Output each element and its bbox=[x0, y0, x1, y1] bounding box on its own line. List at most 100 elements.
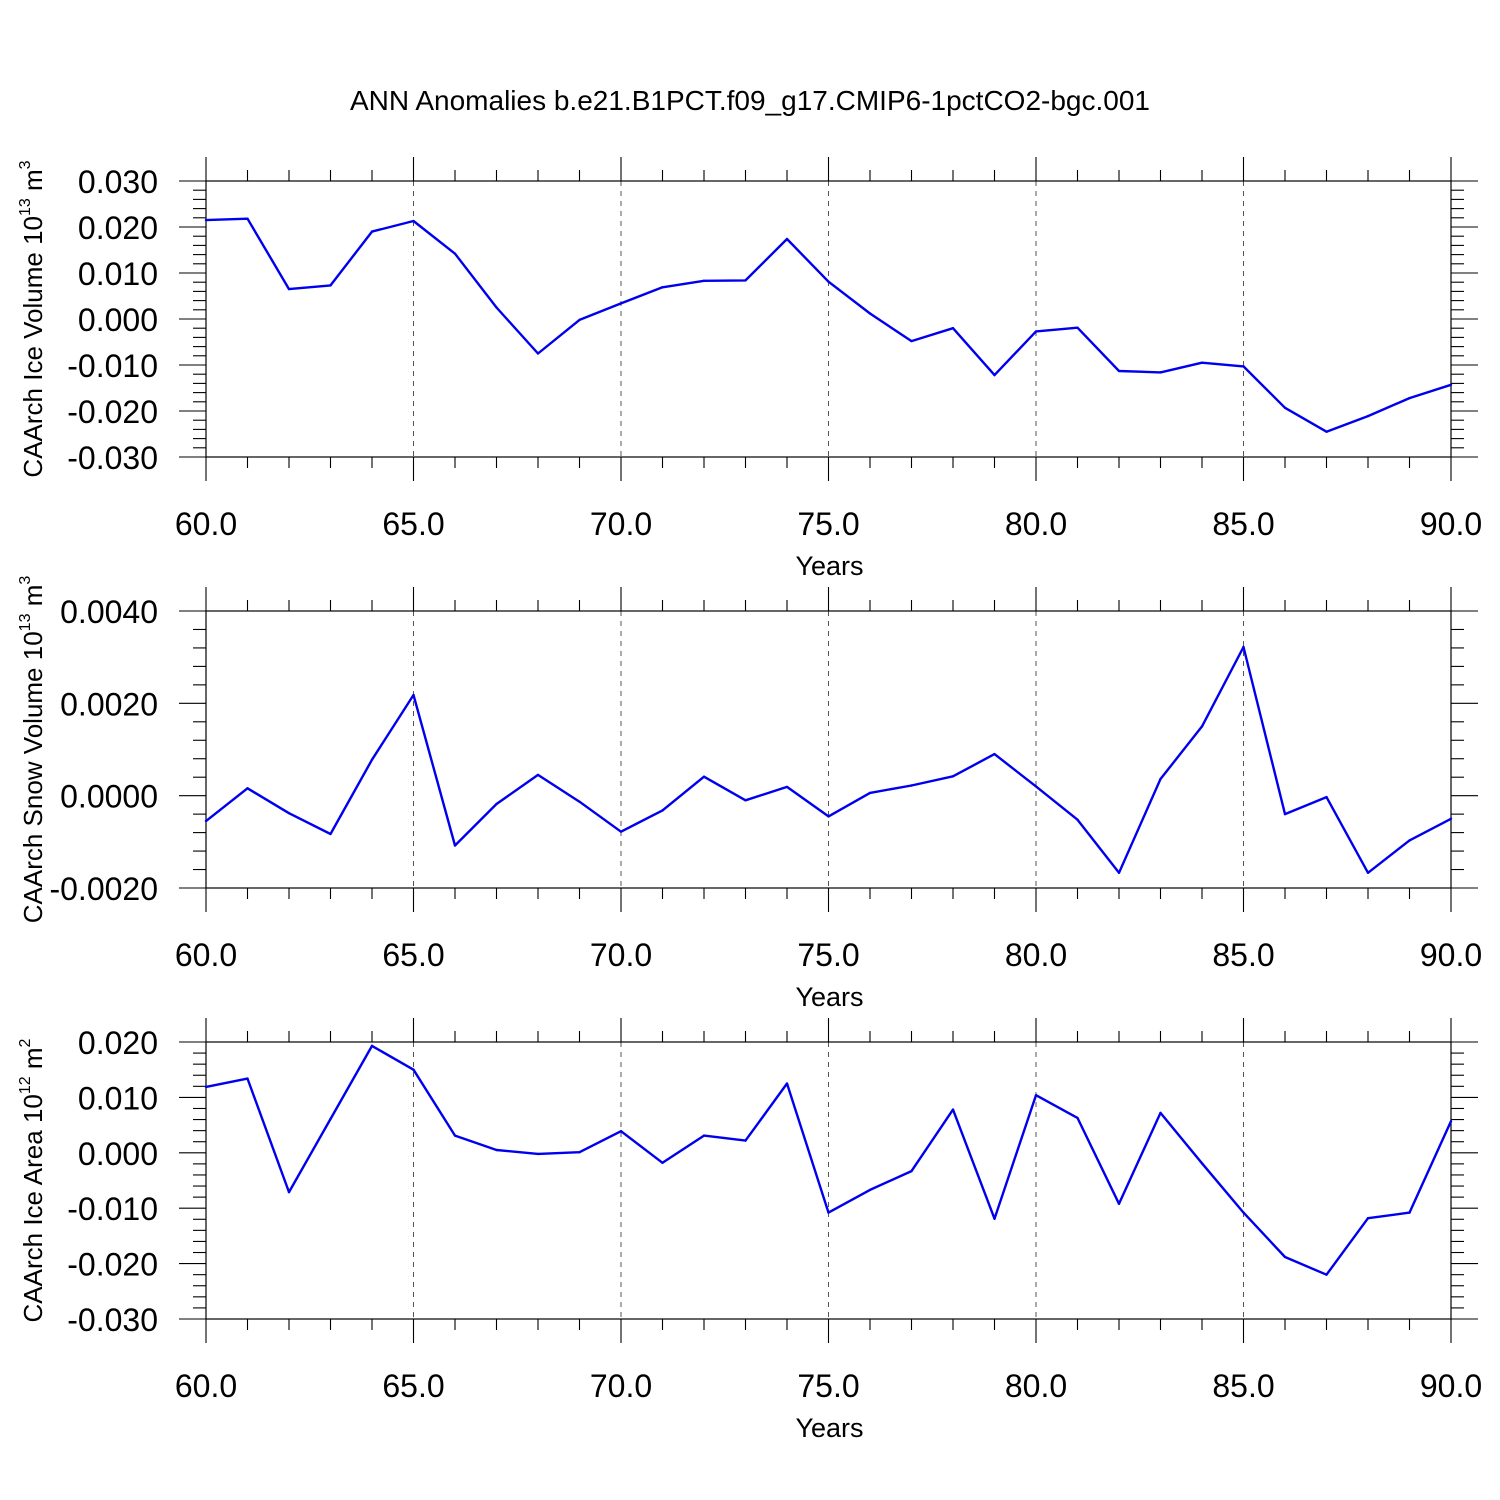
data-point bbox=[536, 773, 540, 777]
y-label-unit: m bbox=[18, 1047, 48, 1076]
data-point bbox=[993, 752, 996, 756]
x-tick-label: 80.0 bbox=[1005, 1368, 1067, 1404]
data-point bbox=[702, 279, 706, 283]
x-tick-label: 60.0 bbox=[175, 1368, 237, 1404]
data-point bbox=[287, 1190, 291, 1194]
x-tick-label: 80.0 bbox=[1005, 506, 1067, 542]
x-tick-label: 65.0 bbox=[382, 937, 444, 973]
data-point bbox=[536, 1152, 540, 1156]
data-point bbox=[951, 327, 955, 330]
data-point bbox=[1076, 818, 1079, 821]
data-point bbox=[1366, 414, 1370, 418]
y-label-unit-exponent: 3 bbox=[17, 576, 34, 585]
y-label-exponent: 12 bbox=[17, 1076, 34, 1094]
data-point bbox=[868, 312, 872, 315]
y-tick-label: 0.0040 bbox=[60, 594, 158, 630]
data-point bbox=[1242, 1211, 1245, 1214]
x-tick-label: 85.0 bbox=[1212, 1368, 1274, 1404]
x-tick-label: 60.0 bbox=[175, 506, 237, 542]
y-label-main: CAArch Ice Area 10 bbox=[18, 1094, 48, 1322]
y-tick-label: -0.010 bbox=[67, 348, 158, 384]
y-tick-label: -0.0020 bbox=[49, 871, 158, 907]
data-point bbox=[204, 218, 208, 222]
panels: 60.0 65.0 70.0 75.0 80.0 85.0 90.0 0.030 0.020 0.… bbox=[17, 157, 1482, 1443]
data-point bbox=[868, 1188, 872, 1192]
data-point bbox=[1283, 1255, 1287, 1259]
data-point bbox=[744, 799, 747, 802]
data-point bbox=[1034, 1093, 1038, 1097]
data-point bbox=[1242, 645, 1245, 649]
data-point bbox=[495, 1148, 498, 1152]
data-point bbox=[453, 1134, 457, 1137]
data-point bbox=[1449, 817, 1453, 820]
data-point bbox=[661, 1161, 664, 1164]
data-point bbox=[1366, 871, 1370, 874]
data-point bbox=[910, 339, 913, 343]
x-tick-label: 70.0 bbox=[590, 1368, 652, 1404]
data-point bbox=[412, 1068, 415, 1071]
x-tick-label: 75.0 bbox=[797, 937, 859, 973]
y-tick-label: 0.0020 bbox=[60, 686, 158, 722]
y-label-exponent: 13 bbox=[17, 198, 34, 216]
y-label-exponent: 13 bbox=[17, 613, 34, 631]
data-point bbox=[993, 373, 996, 377]
y-label-unit-exponent: 3 bbox=[17, 160, 34, 169]
y-tick-label: -0.030 bbox=[67, 1302, 158, 1338]
data-point bbox=[868, 791, 872, 795]
x-tick-label: 75.0 bbox=[797, 1368, 859, 1404]
data-point bbox=[993, 1217, 996, 1220]
data-point bbox=[370, 758, 374, 761]
x-tick-label: 70.0 bbox=[590, 937, 652, 973]
data-point bbox=[329, 1117, 332, 1121]
data-point bbox=[744, 279, 747, 282]
data-point bbox=[287, 287, 291, 291]
data-point bbox=[495, 802, 498, 806]
data-point bbox=[1283, 812, 1287, 816]
data-point bbox=[1076, 326, 1079, 329]
panel-3: 60.0 65.0 70.0 75.0 80.0 85.0 90.0 0.020 0.010 0.… bbox=[17, 1018, 1482, 1443]
data-point bbox=[827, 280, 830, 283]
y-tick-label: -0.020 bbox=[67, 1247, 158, 1283]
data-point bbox=[827, 815, 830, 818]
y-tick-label: 0.000 bbox=[78, 302, 158, 338]
data-point bbox=[329, 832, 332, 836]
data-point bbox=[412, 219, 415, 223]
y-label-main: CAArch Snow Volume 10 bbox=[18, 631, 48, 923]
data-point bbox=[661, 286, 664, 289]
x-axis-label: Years bbox=[795, 551, 863, 581]
y-tick-label: -0.020 bbox=[67, 394, 158, 430]
data-point bbox=[1366, 1216, 1370, 1220]
data-point bbox=[453, 844, 457, 847]
data-point bbox=[951, 1108, 955, 1111]
x-tick-label: 80.0 bbox=[1005, 937, 1067, 973]
data-point bbox=[1159, 777, 1162, 781]
y-tick-label: 0.0000 bbox=[60, 779, 158, 815]
data-point bbox=[1408, 396, 1411, 400]
y-tick-label: 0.000 bbox=[78, 1136, 158, 1172]
data-point bbox=[951, 775, 955, 778]
x-tick-label: 65.0 bbox=[382, 1368, 444, 1404]
x-tick-label: 90.0 bbox=[1420, 1368, 1482, 1404]
y-tick-label: 0.030 bbox=[78, 164, 158, 200]
data-point bbox=[578, 318, 581, 322]
y-axis-label: CAArch Snow Volume 1013 m3 bbox=[17, 576, 48, 924]
data-point bbox=[204, 819, 208, 823]
data-point bbox=[1076, 1116, 1079, 1120]
data-point bbox=[1242, 365, 1245, 368]
data-point bbox=[453, 252, 457, 255]
x-tick-label: 60.0 bbox=[175, 937, 237, 973]
data-point bbox=[702, 1134, 706, 1137]
x-axis-label: Years bbox=[795, 982, 863, 1012]
data-point bbox=[578, 800, 581, 803]
data-point bbox=[619, 302, 623, 305]
data-point bbox=[1325, 795, 1328, 799]
data-point bbox=[329, 284, 332, 287]
x-tick-label: 90.0 bbox=[1420, 937, 1482, 973]
data-point bbox=[1117, 369, 1121, 373]
y-axis-label: CAArch Ice Volume 1013 m3 bbox=[17, 160, 48, 477]
series-line bbox=[205, 1044, 1453, 1276]
x-tick-label: 90.0 bbox=[1420, 506, 1482, 542]
data-point bbox=[785, 237, 789, 241]
y-axis-label: CAArch Ice Area 1012 m2 bbox=[17, 1038, 48, 1322]
